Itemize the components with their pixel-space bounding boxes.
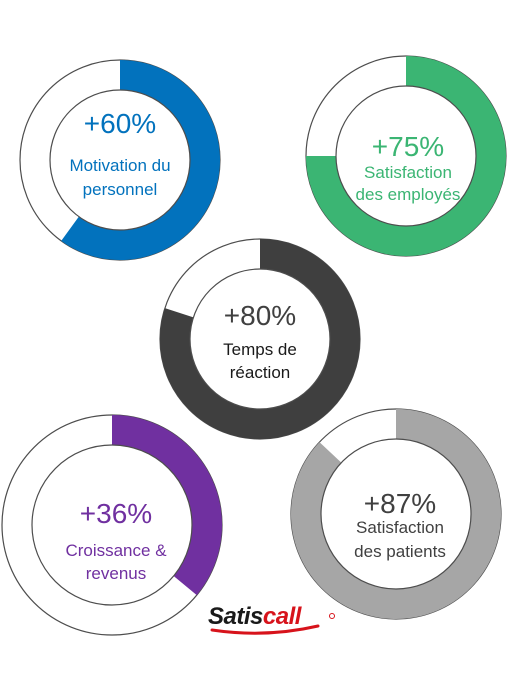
donut-value-label: +75%: [372, 131, 444, 162]
donut-value-label: +36%: [80, 498, 152, 529]
donut-chart: +75%Satisfaction des employés: [305, 55, 507, 257]
donut-chart: +60% Motivation du personnel: [19, 59, 221, 261]
donut-value-label: +87%: [364, 488, 436, 519]
donut-inner: [189, 268, 331, 410]
donut-chart: +36% Croissance & revenus: [1, 414, 223, 636]
logo-text-satis: Satis: [208, 603, 263, 630]
donut-value-label: +80%: [224, 300, 296, 331]
donut-value-arc: [306, 56, 506, 256]
donut-category-line2: revenus: [86, 564, 146, 583]
donut-inner: [31, 444, 193, 606]
satiscall-logo: Satiscall: [208, 603, 335, 635]
donut-category-line1: Satisfaction: [356, 518, 444, 537]
donut-category-line2: réaction: [230, 363, 290, 382]
logo-swoosh: [210, 624, 320, 635]
donut-category-line1: Satisfaction: [364, 163, 452, 182]
donut-inner: [320, 438, 472, 590]
donut-chart: +87%Satisfaction des patients: [290, 408, 502, 620]
donut-value-arc: [112, 415, 222, 596]
svg-text:Satiscall: Satiscall: [208, 603, 303, 630]
donut-category-line1: Motivation du: [69, 156, 170, 175]
donut-value-label: +60%: [84, 108, 156, 139]
logo-text-call: call: [263, 603, 303, 630]
donut-category-line2: des patients: [354, 542, 446, 561]
donut-value-arc: [159, 239, 360, 439]
donut-value-arc: [61, 60, 220, 260]
logo-mark: [329, 613, 335, 619]
donut-category-line2: des employés: [356, 185, 461, 204]
donut-category-line1: Croissance &: [65, 541, 167, 560]
donut-chart: +80% Temps de réaction: [159, 238, 361, 440]
donut-inner: [335, 85, 477, 227]
donut-category-line1: Temps de: [223, 340, 297, 359]
donut-category-line2: personnel: [83, 180, 158, 199]
donut-inner: [49, 89, 191, 231]
